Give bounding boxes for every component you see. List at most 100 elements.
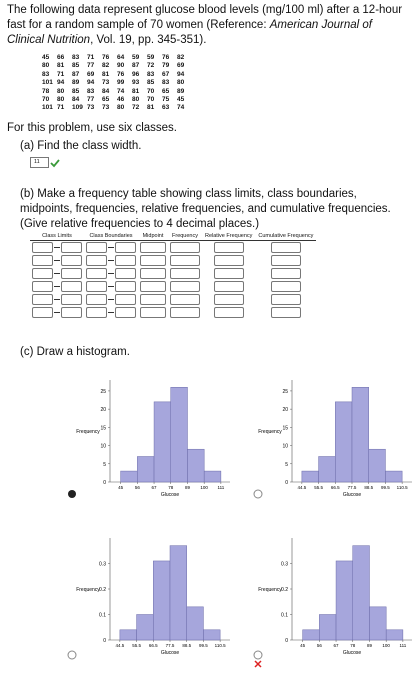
table-cell [202, 241, 255, 255]
bar [153, 401, 172, 483]
y-tick-label: 15 [282, 425, 288, 431]
input-box[interactable] [115, 242, 136, 253]
data-row: 101 71 109 73 73 80 72 81 63 74 [42, 104, 192, 112]
data-value: 83 [72, 54, 80, 61]
x-tick-label: 67 [152, 485, 158, 490]
data-value: 77 [87, 62, 95, 70]
input-box[interactable] [270, 307, 301, 318]
input-box[interactable] [270, 294, 301, 305]
input-box[interactable] [170, 268, 200, 279]
x-tick-label: 44.5 [297, 485, 306, 490]
input-box[interactable] [32, 268, 53, 279]
column-header: Frequency [168, 232, 202, 241]
x-tick-label: 44.5 [115, 643, 124, 648]
input-box[interactable] [270, 281, 301, 292]
y-axis-label: Frequency [258, 429, 282, 435]
input-box[interactable] [115, 281, 136, 292]
input-box[interactable] [115, 307, 136, 318]
input-box[interactable] [213, 255, 244, 266]
x-tick-label: 100 [382, 643, 390, 648]
x-tick-label: 89 [367, 643, 373, 648]
input-box[interactable] [32, 242, 53, 253]
input-box[interactable] [213, 294, 244, 305]
bar [319, 614, 337, 641]
input-box[interactable] [170, 242, 200, 253]
input-box[interactable] [32, 294, 53, 305]
column-header: Class Limits [30, 232, 84, 241]
input-box[interactable] [140, 294, 166, 305]
y-tick-label: 5 [103, 462, 106, 468]
input-box[interactable] [270, 242, 301, 253]
input-box[interactable] [32, 281, 53, 292]
data-value: 77 [87, 96, 95, 104]
separator [108, 299, 114, 300]
data-value: 80 [57, 87, 65, 95]
input-box[interactable] [140, 242, 166, 253]
y-tick-label: 0.2 [99, 587, 106, 593]
data-value: 59 [132, 54, 140, 61]
input-box[interactable] [213, 307, 244, 318]
input-box[interactable] [140, 281, 166, 292]
table-cell [255, 280, 316, 293]
x-tick-label: 55.5 [132, 643, 141, 648]
input-box[interactable] [270, 255, 301, 266]
data-value: 80 [117, 104, 125, 112]
data-value: 76 [102, 54, 110, 61]
x-tick-label: 88.5 [182, 643, 191, 648]
input-box[interactable] [86, 242, 107, 253]
table-row [30, 306, 316, 319]
part-a-prompt: (a) Find the class width. [20, 140, 142, 152]
separator [108, 273, 114, 274]
answer-box[interactable]: 11 [30, 157, 49, 168]
x-tick-label: 66.5 [331, 485, 340, 490]
input-box[interactable] [86, 281, 107, 292]
bar [318, 456, 336, 483]
input-box[interactable] [140, 255, 166, 266]
bar [186, 606, 204, 641]
input-box[interactable] [170, 281, 200, 292]
data-value: 99 [117, 79, 125, 87]
input-box[interactable] [213, 281, 244, 292]
y-tick-label: 20 [282, 407, 288, 413]
input-box[interactable] [213, 268, 244, 279]
input-box[interactable] [86, 307, 107, 318]
x-tick-label: 111 [399, 643, 406, 648]
x-tick-label: 66.5 [149, 643, 158, 648]
input-box[interactable] [61, 255, 82, 266]
input-box[interactable] [61, 294, 82, 305]
input-box[interactable] [170, 255, 200, 266]
input-box[interactable] [86, 255, 107, 266]
input-box[interactable] [115, 294, 136, 305]
intro: The following data represent glucose blo… [7, 3, 411, 48]
input-box[interactable] [170, 307, 200, 318]
input-box[interactable] [115, 255, 136, 266]
radio[interactable] [67, 650, 77, 660]
data-value: 85 [72, 62, 80, 70]
input-box[interactable] [270, 268, 301, 279]
radio[interactable] [253, 489, 263, 499]
input-box[interactable] [140, 268, 166, 279]
bar [169, 545, 187, 641]
input-box[interactable] [170, 294, 200, 305]
input-box[interactable] [32, 307, 53, 318]
input-box[interactable] [86, 294, 107, 305]
answer-row: 11 [30, 157, 61, 168]
input-box[interactable] [115, 268, 136, 279]
separator [108, 247, 114, 248]
table-cell [202, 306, 255, 319]
input-box[interactable] [86, 268, 107, 279]
input-box[interactable] [213, 242, 244, 253]
radio-selected[interactable] [68, 490, 76, 498]
input-box[interactable] [61, 307, 82, 318]
input-box[interactable] [32, 255, 53, 266]
radio[interactable] [253, 650, 263, 660]
y-tick-label: 0.1 [99, 613, 106, 619]
input-box[interactable] [61, 242, 82, 253]
x-tick-label: 78 [168, 485, 174, 490]
input-box[interactable] [61, 268, 82, 279]
input-box[interactable] [61, 281, 82, 292]
input-box[interactable] [140, 307, 166, 318]
table-cell [138, 293, 168, 306]
data-value: 80 [42, 62, 50, 70]
x-tick-label: 89 [185, 485, 191, 490]
